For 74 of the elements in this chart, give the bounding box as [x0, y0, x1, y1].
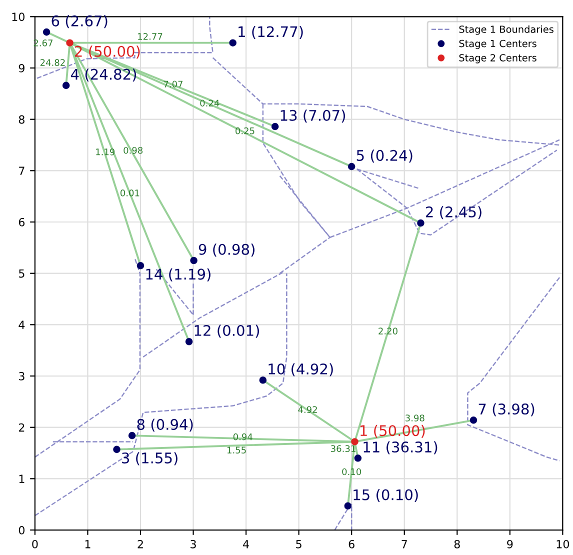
- annotation: 0.25: [236, 127, 254, 134]
- x-tick-label: 2: [138, 540, 143, 548]
- point: [344, 502, 352, 510]
- point: [351, 438, 358, 446]
- annotation: 2.20: [378, 328, 398, 334]
- point: [66, 39, 74, 46]
- y-tick-label: 6: [18, 218, 25, 226]
- data-label: 3 (1.55): [122, 452, 178, 466]
- y-tick-label: 0: [18, 526, 24, 534]
- annotation: 7.07: [164, 80, 182, 88]
- point: [42, 28, 50, 36]
- annotation: 0.98: [124, 146, 143, 154]
- point: [354, 454, 362, 462]
- x-tick-label: 10: [556, 540, 570, 548]
- x-tick-label: 3: [190, 540, 196, 548]
- point: [417, 219, 424, 227]
- x-tick-label: 9: [507, 540, 513, 548]
- point: [229, 39, 236, 46]
- y-tick-label: 5: [19, 269, 24, 278]
- data-label: 14 (1.19): [146, 268, 210, 282]
- data-label: 7 (3.98): [478, 403, 534, 416]
- x-tick-label: 8: [454, 540, 460, 548]
- x-tick-label: 6: [348, 540, 354, 548]
- annotation: 1.55: [227, 446, 246, 454]
- data-label: 6 (2.67): [52, 15, 108, 28]
- legend-label: Stage 1 Centers: [459, 40, 536, 50]
- point: [62, 82, 70, 90]
- annotation: 4.92: [298, 406, 317, 414]
- point: [190, 256, 198, 264]
- y-tick-label: 8: [18, 115, 24, 124]
- legend-label: Stage 2 Centers: [459, 54, 536, 64]
- y-tick-label: 3: [19, 372, 24, 380]
- annotation: 0.24: [200, 100, 220, 107]
- data-label: 4 (24.82): [70, 68, 136, 82]
- data-label: 2 (2.45): [426, 206, 482, 220]
- data-label: 13 (7.07): [280, 110, 346, 123]
- y-tick-label: 9: [18, 64, 24, 72]
- point: [185, 338, 193, 346]
- point: [259, 376, 267, 384]
- y-tick-label: 4: [18, 320, 25, 329]
- y-tick-label: 7: [19, 166, 24, 175]
- data-label: 12 (0.01): [194, 324, 260, 338]
- point: [128, 432, 136, 440]
- data-label: 1 (12.77): [238, 26, 303, 39]
- x-tick-label: 1: [85, 540, 90, 548]
- data-label: 11 (36.31): [364, 441, 438, 454]
- data-label: 2 (50.00): [75, 46, 140, 59]
- annotation: 0.10: [342, 468, 362, 476]
- y-tick-label: 1: [19, 474, 24, 483]
- data-label: 5 (0.24): [356, 150, 412, 163]
- annotation: 1.19: [96, 148, 115, 156]
- annotation: 0.01: [120, 190, 140, 196]
- point: [136, 262, 144, 270]
- y-tick-label: 10: [12, 12, 24, 22]
- y-tick-label: 2: [18, 423, 24, 432]
- point: [470, 416, 478, 424]
- point: [348, 162, 356, 170]
- annotation: 0.94: [233, 433, 252, 440]
- data-label: 10 (4.92): [268, 363, 333, 376]
- x-tick-label: 5: [296, 540, 302, 548]
- point: [271, 122, 279, 130]
- annotation: 36.31: [331, 445, 356, 452]
- data-label: 15 (0.10): [354, 489, 418, 502]
- annotation: 12.77: [138, 33, 162, 40]
- x-tick-label: 0: [32, 540, 38, 548]
- data-label: 9 (0.98): [198, 244, 254, 257]
- annotation: 24.82: [40, 59, 65, 66]
- x-tick-label: 4: [243, 540, 249, 548]
- x-tick-label: 7: [402, 540, 407, 548]
- point: [113, 446, 120, 454]
- data-label: 1 (50.00): [360, 424, 425, 438]
- data-label: 8 (0.94): [137, 418, 193, 432]
- legend-label: Stage 1 Boundaries: [459, 25, 554, 35]
- annotation: 3.98: [406, 414, 424, 422]
